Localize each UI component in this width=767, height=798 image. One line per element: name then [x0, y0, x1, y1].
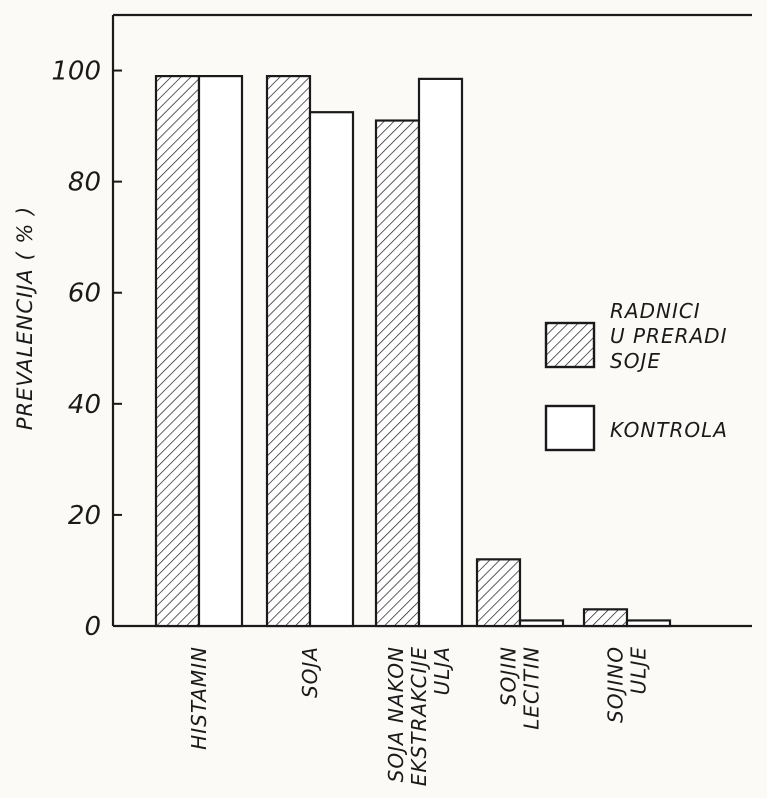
category-label: ULJA — [430, 646, 454, 695]
bar-hatched-1 — [265, 74, 312, 628]
category-label: ULJE — [627, 646, 651, 694]
bar-hatched-0 — [154, 74, 201, 628]
bar-open-0 — [197, 74, 244, 628]
y-tick-label: 100 — [51, 57, 101, 87]
legend-swatch-open — [544, 404, 596, 452]
category-label: HISTAMIN — [187, 646, 211, 750]
y-tick-label: 80 — [68, 168, 101, 198]
bar-open-1 — [308, 111, 355, 628]
bar-hatched-2 — [374, 119, 421, 628]
category-label: SOJIN — [497, 646, 521, 706]
y-tick-label: 20 — [68, 501, 101, 531]
category-label: SOJINO — [604, 646, 628, 723]
legend-label: SOJE — [610, 349, 661, 373]
category-label: SOJA — [298, 646, 322, 698]
legend-label: KONTROLA — [610, 418, 728, 442]
bar-hatched-4 — [582, 608, 629, 628]
plot-area: 0 20 40 60 80 100 PREVALENCIJA ( % ) HISTAMIN SO… — [13, 13, 752, 786]
legend-swatch-hatched — [544, 321, 596, 369]
y-tick-label: 60 — [68, 279, 101, 309]
legend-label: U PRERADI — [610, 324, 727, 348]
y-axis-label: PREVALENCIJA ( % ) — [13, 206, 37, 430]
legend-label: RADNICI — [610, 299, 701, 323]
bar-open-4 — [625, 619, 672, 628]
category-label: SOJA NAKON — [384, 646, 408, 782]
bar-open-2 — [417, 77, 464, 628]
bar-open-3 — [518, 619, 565, 628]
bar-hatched-3 — [475, 558, 522, 628]
category-label: LECITIN — [520, 646, 544, 730]
y-tick-label: 40 — [68, 390, 101, 420]
category-label: EKSTRAKCIJE — [407, 646, 431, 786]
y-tick-label: 0 — [84, 612, 101, 642]
